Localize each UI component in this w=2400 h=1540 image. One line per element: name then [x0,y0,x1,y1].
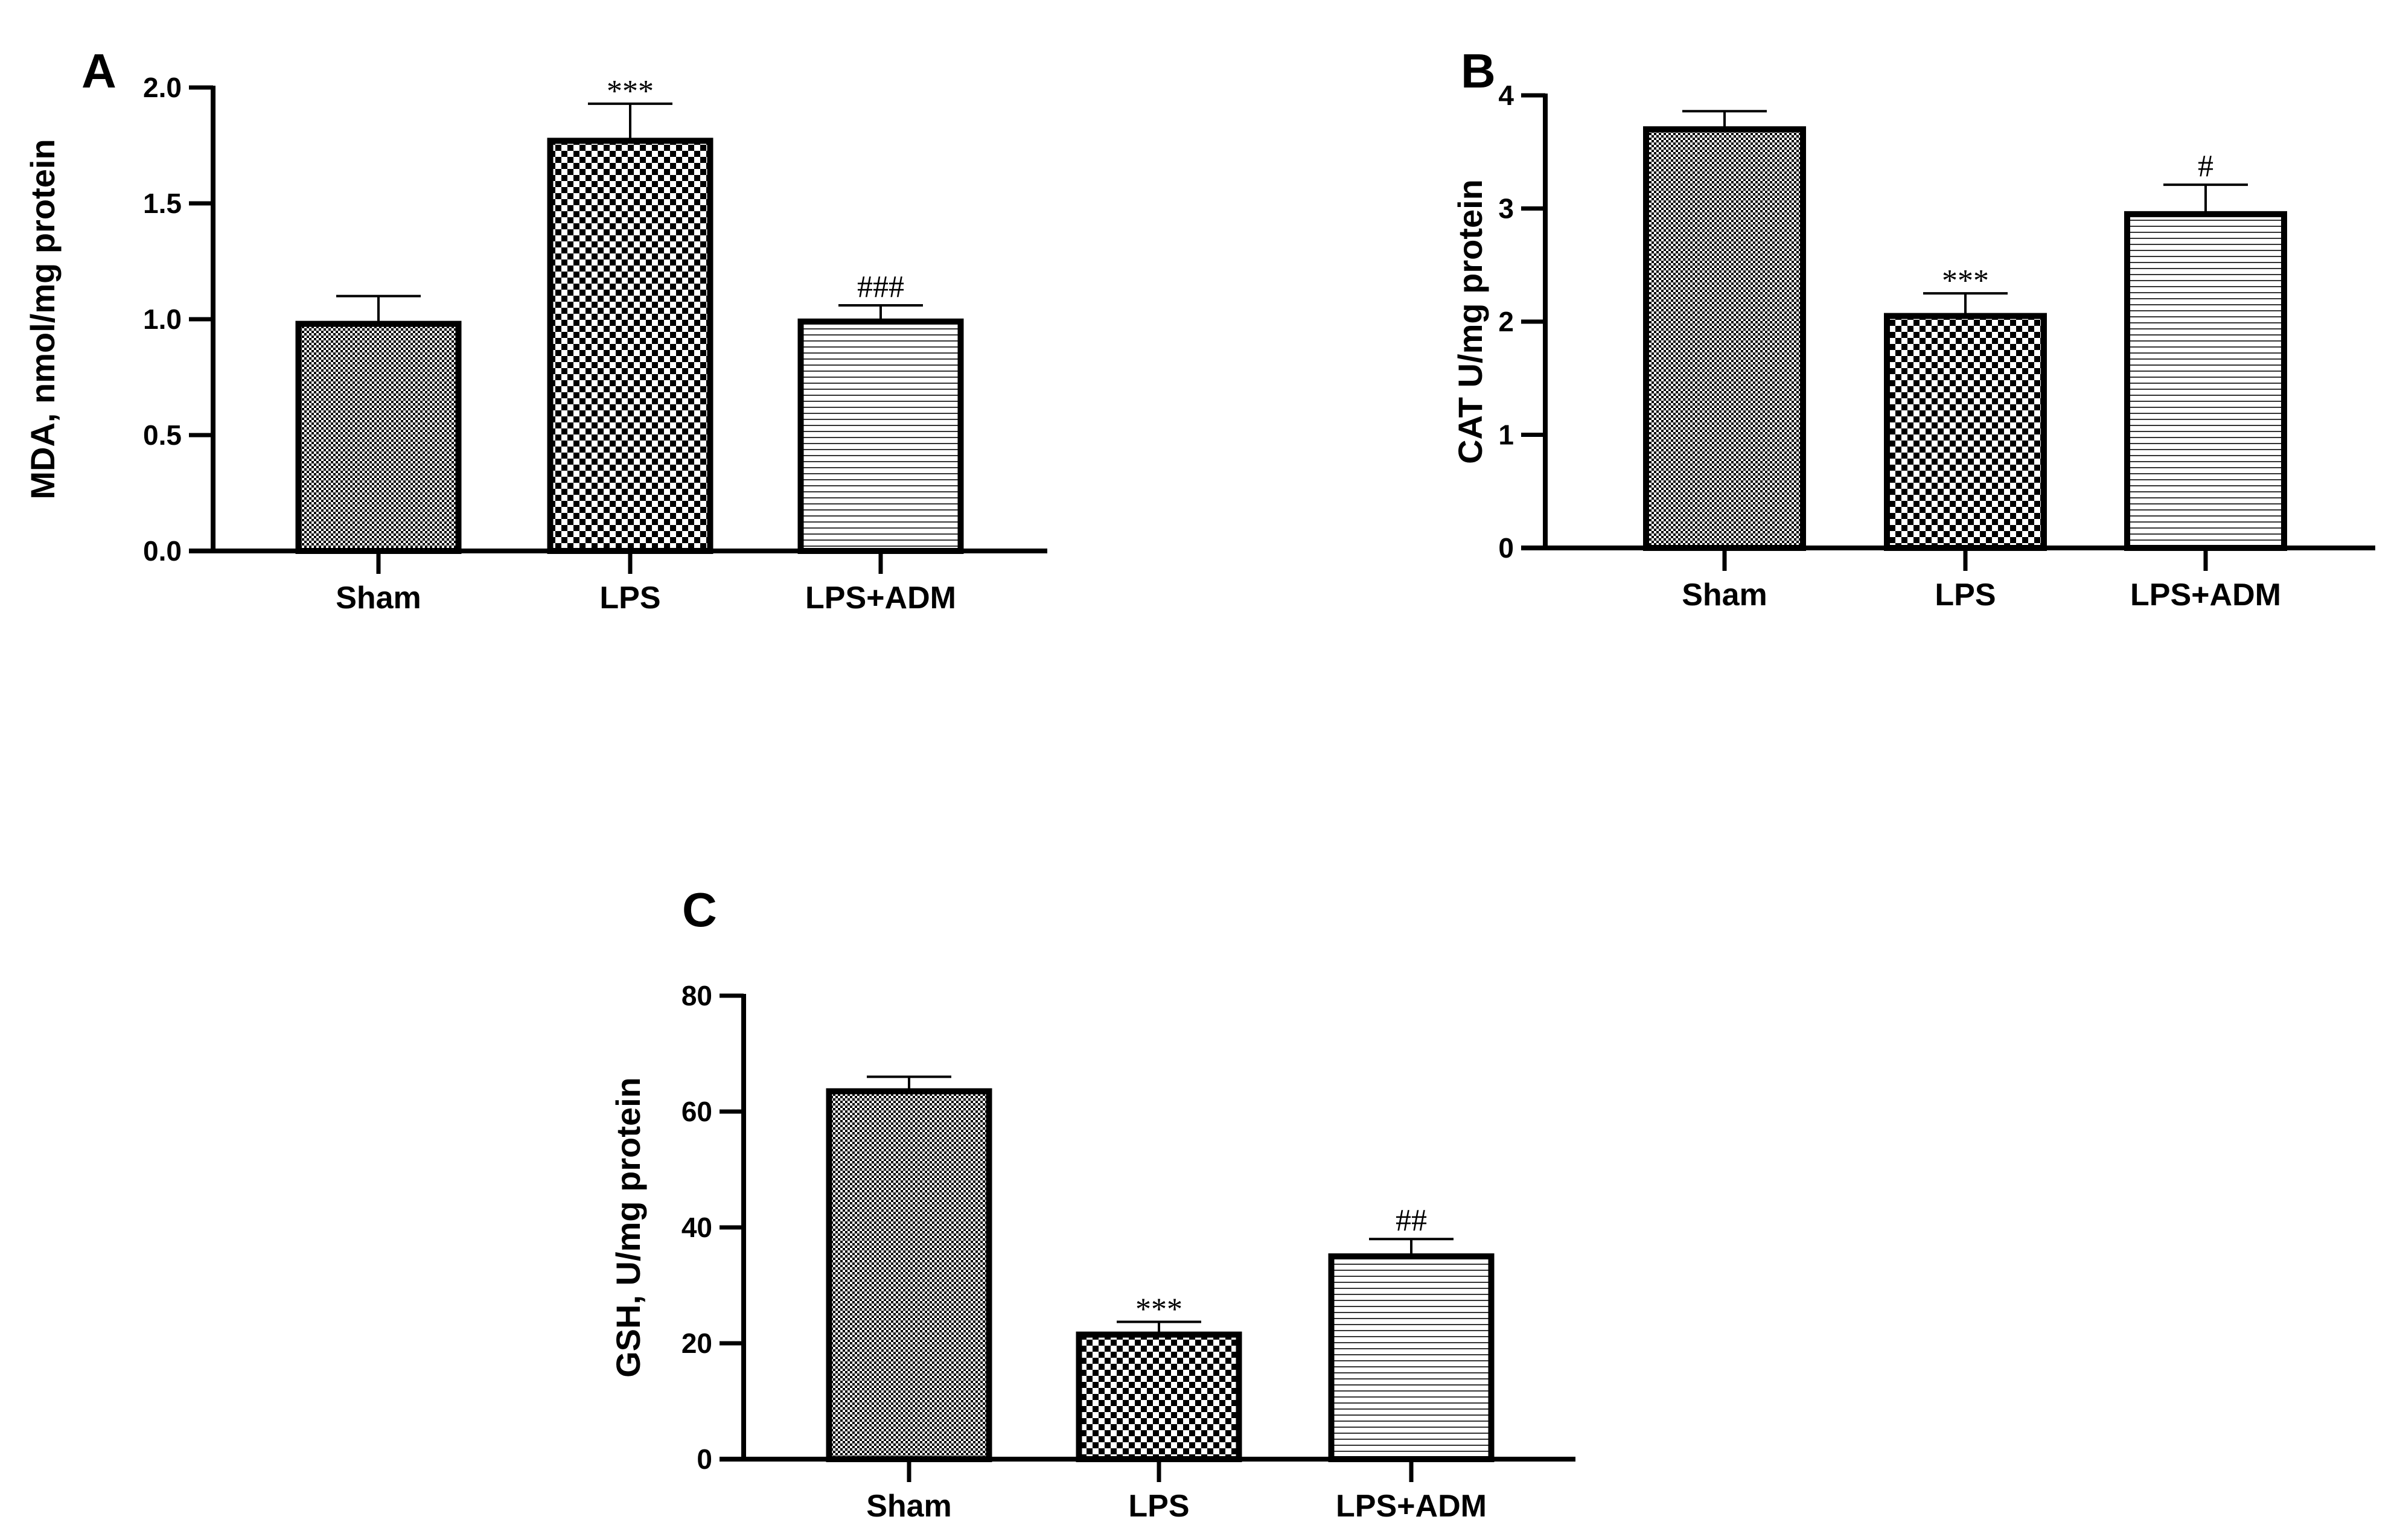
bar-lps-adm [2124,211,2287,551]
significance-label: ## [1396,1203,1427,1238]
y-tick-label: 4 [1498,80,1514,111]
chart-panel-a: A MDA, nmol/mg protein 0.0 0.5 1.0 1.5 2.0 Sham… [24,44,1047,616]
panel-letter: C [682,883,717,937]
significance-label: ### [857,270,904,304]
y-tick-label: 1.0 [143,304,182,335]
x-tick-label: LPS [1128,1489,1189,1524]
y-tick-label: 20 [681,1328,712,1359]
significance-label: # [2198,149,2213,183]
bar-sham [826,1088,992,1462]
chart-panel-c: C GSH, U/mg protein 0 20 40 60 80 Sham LPS *** LPS… [609,883,1575,1524]
bar-lps-adm [1328,1253,1495,1462]
y-tick-label: 0 [697,1443,712,1475]
bar-lps-adm [797,318,964,555]
x-tick-label: LPS [1935,578,1996,612]
y-tick-label: 1 [1498,419,1514,451]
significance-label: *** [1942,264,1989,298]
y-tick-label: 2 [1498,306,1514,337]
y-tick-label: 80 [681,980,712,1011]
y-tick-label: 0.0 [143,535,182,567]
x-tick-label: Sham [336,581,421,616]
bar-lps [547,138,713,554]
x-tick-label: LPS+ADM [1336,1489,1487,1524]
panel-letter: A [81,44,116,98]
y-tick-label: 0 [1498,532,1514,564]
y-axis-title: MDA, nmol/mg protein [24,139,62,499]
significance-label: *** [1135,1292,1182,1326]
y-tick-label: 40 [681,1212,712,1243]
bar-lps [1076,1331,1242,1463]
x-tick-label: LPS+ADM [805,581,956,616]
y-axis-title: CAT U/mg protein [1451,179,1489,464]
chart-panel-b: B CAT U/mg protein 0 1 2 3 4 Sham LPS *** LPS+ADM # [1451,44,2375,612]
x-tick-label: Sham [866,1489,952,1524]
bar-sham [295,320,462,554]
panel-letter: B [1461,44,1496,98]
y-tick-label: 3 [1498,193,1514,224]
y-tick-label: 1.5 [143,188,182,219]
y-tick-label: 2.0 [143,72,182,103]
x-tick-label: LPS [599,581,660,616]
significance-label: *** [607,74,654,109]
x-tick-label: Sham [1682,578,1767,612]
y-axis-title: GSH, U/mg protein [609,1077,647,1378]
bar-sham [1643,126,1806,551]
bar-lps [1884,313,2047,551]
y-tick-label: 0.5 [143,419,182,451]
x-tick-label: LPS+ADM [2130,578,2281,612]
y-tick-label: 60 [681,1096,712,1127]
